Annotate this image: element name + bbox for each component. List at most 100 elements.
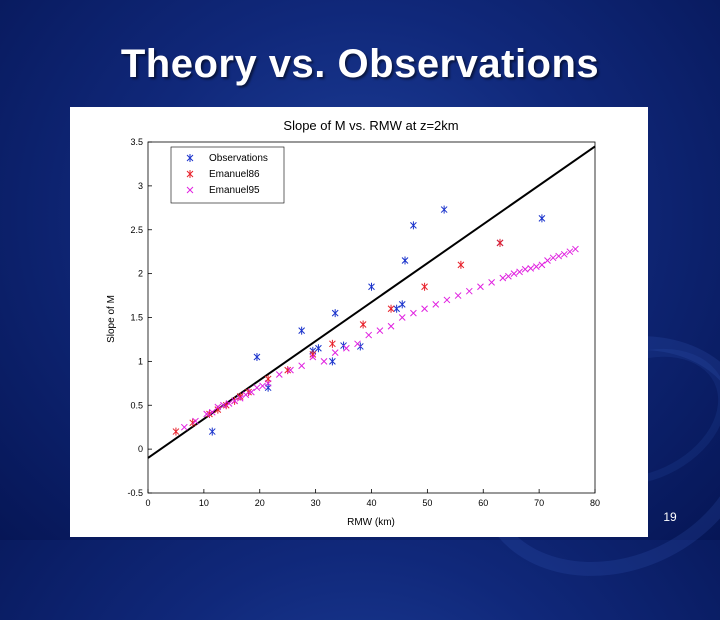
emanuel95-point bbox=[560, 250, 568, 258]
emanuel95-point bbox=[248, 388, 255, 396]
emanuel95-point bbox=[365, 331, 373, 339]
x-axis-ticks: 0 10 20 30 40 50 60 70 80 bbox=[145, 489, 600, 508]
scatter-chart: Slope of M vs. RMW at z=2km RMW (km) Slo… bbox=[106, 118, 600, 528]
emanuel95-point bbox=[354, 340, 361, 348]
emanuel95-point bbox=[287, 366, 294, 374]
chart-panel: Slope of M vs. RMW at z=2km RMW (km) Slo… bbox=[70, 107, 648, 537]
emanuel95-point bbox=[505, 272, 512, 280]
page-number: 19 bbox=[663, 510, 677, 524]
emanuel95-point bbox=[376, 327, 384, 335]
observations-point bbox=[393, 304, 400, 313]
legend-marker-observations bbox=[186, 154, 194, 162]
observations-point bbox=[315, 344, 322, 353]
y-tick-label: -0.5 bbox=[127, 488, 143, 498]
emanuel95-point bbox=[203, 410, 211, 418]
emanuel95-point bbox=[343, 344, 350, 352]
emanuel95-point bbox=[432, 300, 440, 308]
emanuel95-point bbox=[253, 384, 261, 392]
emanuel95-point bbox=[180, 423, 188, 431]
x-tick-label: 30 bbox=[311, 498, 321, 508]
emanuel95-point bbox=[236, 394, 244, 402]
observations-point bbox=[410, 221, 417, 230]
observations-point bbox=[298, 326, 306, 335]
legend-label-observations: Observations bbox=[209, 153, 268, 164]
legend-marker-emanuel95 bbox=[186, 186, 194, 194]
emanuel95-point bbox=[521, 265, 529, 273]
x-tick-label: 80 bbox=[590, 498, 600, 508]
emanuel95-point bbox=[555, 252, 563, 260]
observations-point bbox=[401, 256, 409, 265]
emanuel95-point bbox=[208, 408, 216, 416]
slide-title: Theory vs. Observations bbox=[120, 42, 600, 86]
chart-legend: Observations Emanuel86 Emanuel95 bbox=[170, 146, 285, 204]
x-tick-label: 70 bbox=[534, 498, 544, 508]
emanuel95-point bbox=[477, 283, 484, 291]
emanuel95-point bbox=[465, 287, 473, 295]
emanuel95-point bbox=[527, 265, 535, 272]
y-tick-label: 1 bbox=[138, 356, 143, 366]
emanuel95-point bbox=[532, 263, 540, 270]
emanuel86-point bbox=[172, 427, 180, 436]
emanuel95-point bbox=[264, 379, 272, 387]
emanuel95-point bbox=[566, 248, 574, 256]
emanuel95-point bbox=[298, 362, 306, 370]
emanuel95-point bbox=[220, 401, 227, 409]
emanuel86-point bbox=[387, 304, 395, 313]
x-tick-label: 40 bbox=[366, 498, 376, 508]
x-axis-label: RMW (km) bbox=[347, 517, 395, 528]
emanuel86-point bbox=[421, 282, 428, 291]
y-axis-label: Slope of M bbox=[106, 295, 117, 343]
x-tick-label: 0 bbox=[145, 498, 150, 508]
data-points bbox=[172, 205, 579, 436]
emanuel95-point bbox=[387, 322, 395, 330]
y-tick-label: 3 bbox=[138, 181, 143, 191]
emanuel95-point bbox=[259, 382, 266, 390]
emanuel95-point bbox=[421, 305, 428, 313]
observations-point bbox=[253, 352, 261, 361]
emanuel86-point bbox=[496, 238, 504, 247]
emanuel95-point bbox=[231, 397, 238, 405]
emanuel95-point bbox=[549, 254, 557, 262]
x-tick-label: 20 bbox=[255, 498, 265, 508]
emanuel95-point bbox=[309, 353, 317, 361]
y-tick-label: 0 bbox=[138, 444, 143, 454]
emanuel95-point bbox=[320, 358, 328, 365]
x-tick-label: 60 bbox=[478, 498, 488, 508]
emanuel95-point bbox=[488, 279, 495, 286]
emanuel95-point bbox=[510, 270, 518, 277]
emanuel86-point bbox=[359, 320, 367, 329]
legend-label-emanuel86: Emanuel86 bbox=[209, 169, 260, 180]
emanuel95-point bbox=[410, 309, 417, 317]
y-tick-label: 2 bbox=[138, 269, 143, 279]
y-tick-label: 1.5 bbox=[130, 313, 143, 323]
x-tick-label: 10 bbox=[199, 498, 209, 508]
y-tick-label: 3.5 bbox=[130, 137, 143, 147]
emanuel95-point bbox=[572, 245, 579, 253]
emanuel95-point bbox=[214, 403, 222, 411]
y-tick-label: 2.5 bbox=[130, 225, 143, 235]
y-tick-label: 0.5 bbox=[130, 400, 143, 410]
chart-title: Slope of M vs. RMW at z=2km bbox=[283, 118, 458, 133]
emanuel95-point bbox=[275, 371, 283, 378]
observations-point bbox=[368, 282, 375, 291]
emanuel95-point bbox=[331, 349, 339, 356]
emanuel95-point bbox=[544, 257, 551, 264]
observations-point bbox=[398, 300, 406, 309]
emanuel95-point bbox=[499, 274, 507, 282]
emanuel95-point bbox=[516, 268, 523, 276]
observations-point bbox=[329, 357, 336, 366]
observations-point bbox=[208, 427, 216, 436]
legend-marker-emanuel86 bbox=[186, 170, 194, 178]
emanuel95-point bbox=[443, 296, 451, 304]
emanuel86-point bbox=[329, 339, 336, 348]
emanuel86-point bbox=[236, 392, 244, 401]
x-tick-label: 50 bbox=[422, 498, 432, 508]
observations-point bbox=[440, 205, 448, 214]
y-axis-ticks: -0.5 0 0.5 1 1.5 2 2.5 3 3.5 bbox=[127, 137, 152, 498]
emanuel95-point bbox=[225, 400, 233, 407]
emanuel95-point bbox=[538, 261, 546, 269]
emanuel95-point bbox=[454, 292, 462, 299]
legend-label-emanuel95: Emanuel95 bbox=[209, 185, 260, 196]
observations-point bbox=[538, 214, 546, 223]
observations-point bbox=[331, 309, 339, 318]
